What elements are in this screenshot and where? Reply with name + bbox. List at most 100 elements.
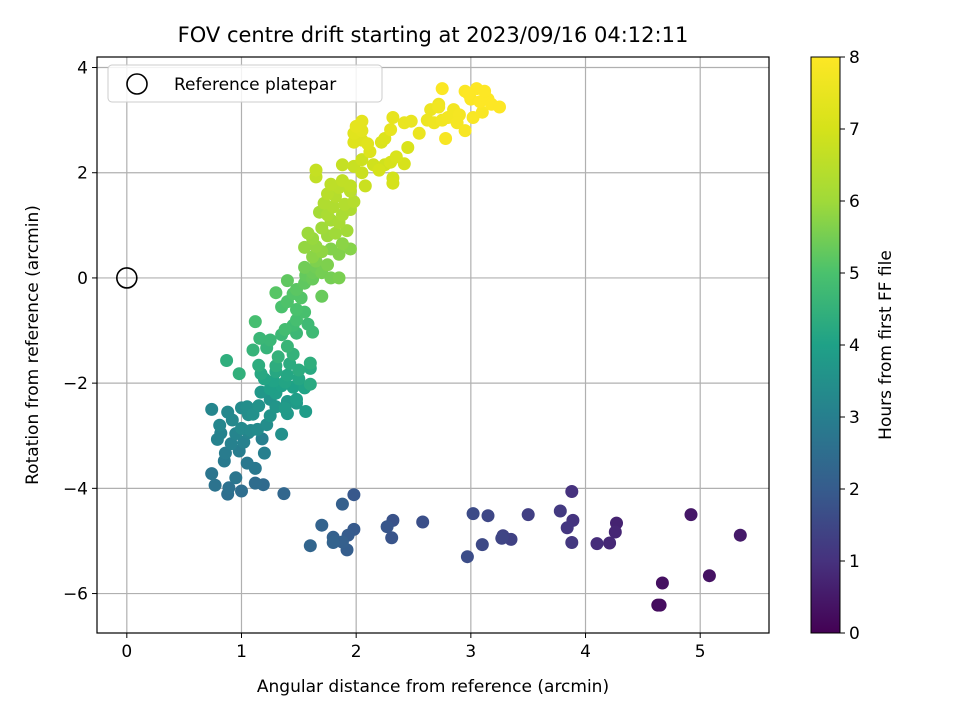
data-point	[321, 258, 334, 272]
data-point	[301, 226, 315, 240]
data-point	[340, 224, 354, 238]
colorbar-gradient	[810, 56, 841, 634]
data-point	[280, 339, 294, 353]
data-point	[435, 82, 449, 96]
x-tick-label: 1	[236, 642, 247, 662]
data-point	[301, 317, 315, 331]
data-point	[432, 100, 446, 114]
data-point	[478, 84, 492, 98]
data-point	[222, 481, 236, 495]
data-point	[386, 176, 400, 190]
data-point	[475, 105, 489, 119]
data-point	[271, 350, 285, 364]
x-axis-label: Angular distance from reference (arcmin)	[257, 677, 609, 697]
data-point	[290, 303, 303, 316]
legend-box	[107, 64, 383, 103]
data-point	[655, 576, 669, 590]
data-point	[275, 427, 289, 441]
data-point	[246, 343, 260, 357]
legend-marker-reference	[126, 73, 148, 95]
data-point	[475, 538, 489, 552]
y-axis-ticks: −6 −4 −2 0 2 4	[63, 59, 97, 605]
colorbar-tick-label: 0	[849, 624, 860, 644]
colorbar-tick-label: 5	[849, 264, 860, 284]
data-point	[269, 286, 283, 300]
y-tick-label: −6	[63, 585, 88, 605]
data-point	[384, 123, 398, 137]
data-point	[280, 368, 294, 382]
data-point	[213, 418, 227, 432]
chart-title: FOV centre drift starting at 2023/09/16 …	[178, 23, 689, 47]
data-point	[653, 598, 667, 612]
data-point	[252, 358, 266, 372]
data-point	[248, 315, 262, 329]
colorbar-tick-label: 2	[849, 480, 860, 500]
data-point	[303, 377, 317, 391]
x-tick-label: 2	[351, 642, 362, 662]
y-tick-label: 4	[77, 59, 88, 79]
data-point	[205, 402, 219, 416]
data-point	[361, 137, 375, 151]
y-tick-label: 0	[77, 269, 88, 289]
data-point	[439, 132, 453, 145]
data-point	[380, 520, 394, 534]
data-point	[315, 289, 329, 303]
data-point	[263, 333, 277, 347]
data-point	[253, 331, 267, 345]
data-point	[299, 405, 313, 418]
data-point	[225, 413, 239, 427]
data-point	[389, 150, 403, 164]
data-point	[560, 521, 574, 535]
data-point	[248, 476, 262, 490]
data-point	[205, 467, 219, 481]
data-point	[590, 537, 604, 551]
y-axis-label: Rotation from reference (arcmin)	[23, 205, 43, 485]
colorbar-tick-label: 7	[849, 120, 860, 140]
data-point	[240, 456, 254, 470]
data-point	[315, 518, 329, 532]
data-point	[329, 226, 342, 240]
data-point	[303, 539, 317, 553]
data-point	[355, 166, 369, 180]
data-point	[324, 177, 338, 191]
x-tick-label: 5	[695, 642, 706, 662]
data-point	[220, 354, 234, 367]
legend-label-reference: Reference platepar	[174, 75, 336, 95]
data-point	[466, 507, 480, 521]
data-point	[252, 399, 266, 413]
data-point	[278, 401, 292, 415]
data-point	[404, 114, 418, 128]
data-point	[257, 446, 271, 460]
x-axis-ticks: 0 1 2 3 4 5	[121, 633, 706, 662]
data-point	[386, 111, 400, 124]
data-point	[292, 363, 306, 377]
data-point	[290, 313, 303, 327]
x-tick-label: 4	[580, 642, 591, 662]
data-point	[416, 515, 430, 529]
colorbar-tick-label: 3	[849, 408, 860, 428]
data-point	[495, 531, 509, 545]
data-point	[355, 114, 369, 128]
data-point	[332, 271, 346, 285]
data-point	[565, 485, 579, 498]
data-point	[343, 179, 357, 193]
colorbar-tick-label: 4	[849, 336, 860, 356]
y-tick-label: −4	[63, 479, 88, 499]
data-point	[229, 471, 243, 485]
data-point	[315, 221, 329, 235]
data-point	[218, 446, 232, 460]
reference-layer	[116, 267, 138, 289]
data-point	[232, 367, 246, 381]
colorbar-tick-label: 1	[849, 552, 860, 572]
x-tick-label: 3	[465, 642, 476, 662]
data-point	[565, 536, 579, 549]
data-point	[335, 497, 349, 511]
data-point	[298, 260, 312, 274]
reference-marker	[116, 267, 138, 289]
data-point	[298, 240, 312, 254]
colorbar-label: Hours from first FF file	[876, 250, 896, 440]
data-point	[358, 179, 372, 193]
data-point	[385, 531, 399, 545]
grid-lines	[97, 57, 769, 633]
